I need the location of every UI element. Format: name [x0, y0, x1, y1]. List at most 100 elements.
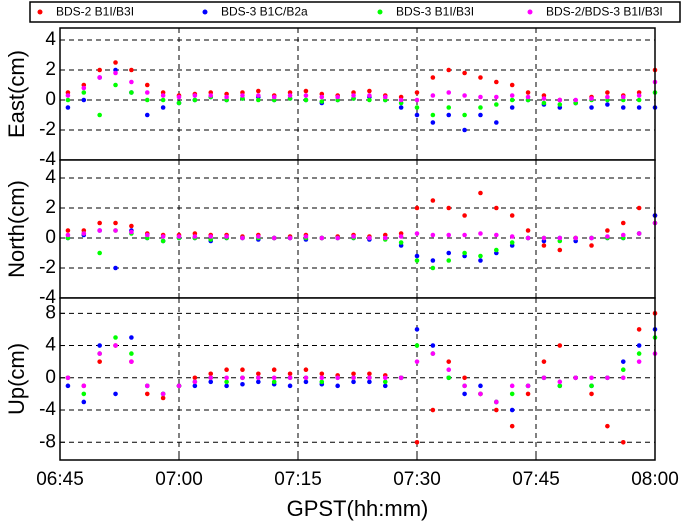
- data-point: [446, 67, 452, 73]
- data-point: [113, 82, 118, 88]
- data-point: [589, 243, 594, 248]
- data-point: [97, 351, 102, 356]
- legend-box: [29, 1, 681, 23]
- data-point: [351, 375, 356, 381]
- data-point: [144, 82, 150, 88]
- data-point: [65, 375, 71, 381]
- data-point: [478, 94, 483, 100]
- data-point: [541, 96, 547, 101]
- data-point: [367, 375, 372, 381]
- data-point: [525, 94, 531, 100]
- plot-area: [60, 160, 655, 298]
- y-tick-label: 4: [45, 335, 56, 356]
- data-point: [335, 94, 340, 100]
- data-point: [367, 371, 372, 377]
- data-point: [271, 235, 277, 241]
- data-point: [557, 235, 563, 241]
- data-point: [367, 379, 372, 385]
- data-point: [351, 371, 356, 377]
- data-point: [97, 67, 102, 73]
- data-point: [605, 228, 610, 233]
- data-point: [509, 105, 515, 110]
- data-point: [525, 90, 531, 95]
- data-point: [97, 250, 102, 256]
- y-tick-label: 8: [45, 302, 56, 323]
- data-point: [97, 359, 102, 364]
- data-point: [509, 423, 515, 429]
- data-point: [494, 232, 499, 238]
- data-point: [462, 232, 467, 238]
- data-point: [81, 399, 87, 405]
- data-point: [97, 112, 102, 118]
- data-point: [494, 399, 499, 405]
- data-point: [605, 375, 610, 381]
- data-point: [224, 367, 229, 373]
- plot-area: [60, 298, 655, 460]
- data-point: [589, 391, 594, 397]
- data-point: [430, 265, 436, 271]
- data-point: [129, 79, 134, 85]
- data-point: [192, 379, 198, 385]
- data-point: [446, 105, 452, 110]
- data-point: [129, 229, 134, 235]
- data-point: [382, 383, 388, 389]
- data-point: [414, 327, 420, 332]
- data-point: [382, 235, 388, 241]
- data-point: [256, 234, 261, 239]
- data-point: [462, 383, 467, 389]
- y-tick-label: 2: [45, 59, 56, 80]
- data-point: [97, 343, 102, 348]
- data-point: [589, 235, 594, 241]
- data-point: [240, 381, 245, 387]
- data-point: [446, 258, 452, 263]
- data-point: [430, 343, 436, 348]
- data-point: [525, 383, 531, 389]
- data-point: [509, 93, 515, 98]
- data-point: [398, 240, 404, 245]
- data-point: [557, 102, 563, 107]
- data-point: [462, 375, 467, 381]
- data-point: [81, 391, 87, 397]
- x-tick-label: 07:15: [274, 469, 322, 490]
- data-point: [541, 359, 547, 364]
- data-point: [192, 375, 198, 381]
- data-point: [97, 220, 102, 226]
- data-point: [113, 70, 118, 76]
- data-point: [636, 93, 642, 98]
- data-point: [620, 367, 626, 373]
- data-point: [573, 375, 578, 381]
- legend-label: BDS-3 B1I/B3I: [396, 5, 474, 19]
- data-point: [367, 235, 372, 241]
- data-point: [525, 235, 531, 241]
- data-point: [287, 235, 293, 241]
- y-axis-label: East(cm): [4, 50, 29, 138]
- data-point: [557, 383, 563, 389]
- x-tick-label: 07:00: [155, 469, 203, 490]
- legend-label: BDS-2/BDS-3 B1I/B3I: [546, 5, 663, 19]
- data-point: [541, 243, 547, 248]
- data-point: [367, 88, 372, 94]
- data-point: [478, 190, 483, 196]
- data-point: [462, 250, 467, 256]
- data-point: [446, 232, 452, 238]
- data-point: [65, 105, 71, 110]
- data-point: [478, 231, 483, 236]
- data-point: [129, 359, 134, 364]
- data-point: [144, 112, 150, 118]
- data-point: [509, 82, 515, 88]
- data-point: [573, 97, 578, 103]
- data-point: [81, 383, 87, 389]
- data-point: [557, 247, 563, 253]
- data-point: [398, 375, 404, 381]
- data-point: [113, 391, 118, 397]
- y-tick-label: 4: [45, 29, 56, 50]
- data-point: [271, 379, 277, 385]
- data-point: [494, 247, 499, 253]
- data-point: [557, 379, 563, 385]
- y-tick-label: 2: [45, 197, 56, 218]
- data-point: [319, 375, 325, 381]
- data-point: [430, 120, 436, 125]
- data-point: [303, 88, 309, 94]
- data-point: [462, 391, 467, 397]
- data-point: [620, 439, 626, 445]
